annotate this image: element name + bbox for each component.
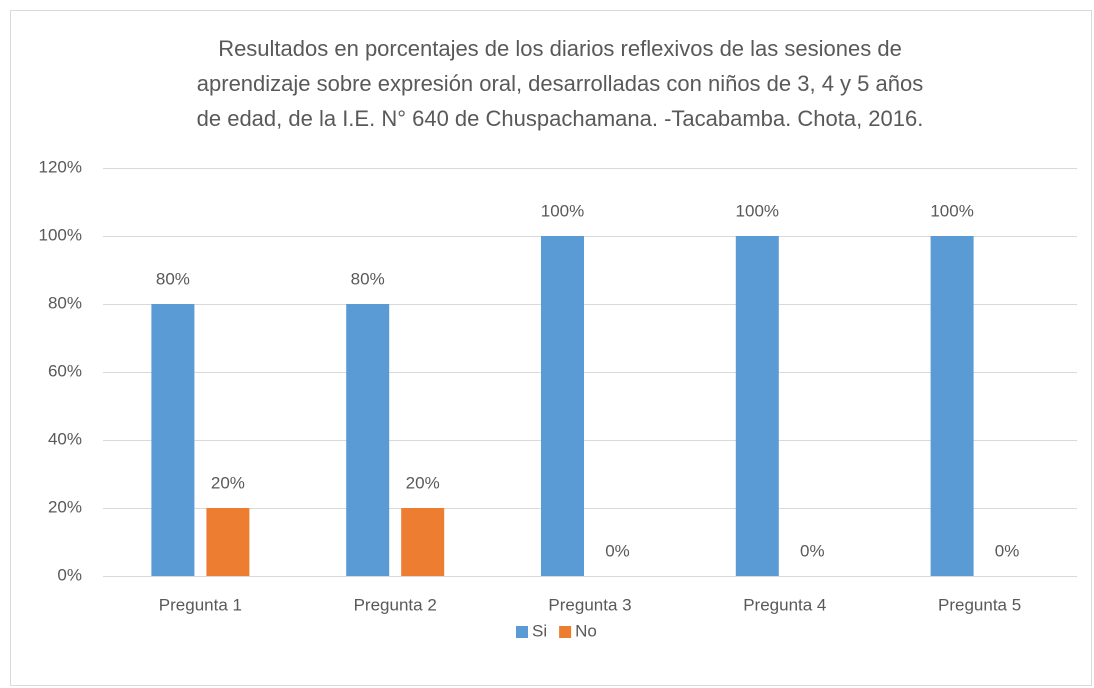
data-label: 80% [156, 269, 190, 288]
y-tick-label: 20% [48, 497, 82, 516]
chart-title: aprendizaje sobre expresión oral, desarr… [197, 71, 923, 96]
bar [346, 304, 390, 576]
data-label: 80% [351, 269, 385, 288]
y-tick-label: 0% [57, 565, 82, 584]
data-label: 100% [541, 201, 584, 220]
data-label: 0% [995, 541, 1020, 560]
data-label: 0% [605, 541, 630, 560]
x-tick-label: Pregunta 3 [548, 595, 631, 614]
bar [735, 236, 779, 576]
y-tick-label: 100% [39, 225, 82, 244]
chart-title: Resultados en porcentajes de los diarios… [218, 36, 902, 61]
x-tick-label: Pregunta 5 [938, 595, 1021, 614]
data-label: 100% [736, 201, 779, 220]
y-tick-label: 80% [48, 293, 82, 312]
x-tick-label: Pregunta 2 [354, 595, 437, 614]
data-label: 20% [406, 473, 440, 492]
x-tick-label: Pregunta 1 [159, 595, 242, 614]
y-tick-label: 40% [48, 429, 82, 448]
data-label: 100% [930, 201, 973, 220]
y-tick-label: 60% [48, 361, 82, 380]
bar [206, 508, 250, 576]
data-label: 0% [800, 541, 825, 560]
x-tick-label: Pregunta 4 [743, 595, 826, 614]
bar [151, 304, 195, 576]
y-tick-label: 120% [39, 157, 82, 176]
legend-label: No [575, 621, 597, 640]
legend-label: Si [532, 621, 547, 640]
bar [541, 236, 584, 576]
data-label: 20% [211, 473, 245, 492]
legend-swatch [559, 626, 572, 638]
chart-title: de edad, de la I.E. N° 640 de Chuspacham… [197, 106, 924, 131]
bar [930, 236, 974, 576]
legend-swatch [516, 626, 528, 638]
bar [401, 508, 445, 576]
